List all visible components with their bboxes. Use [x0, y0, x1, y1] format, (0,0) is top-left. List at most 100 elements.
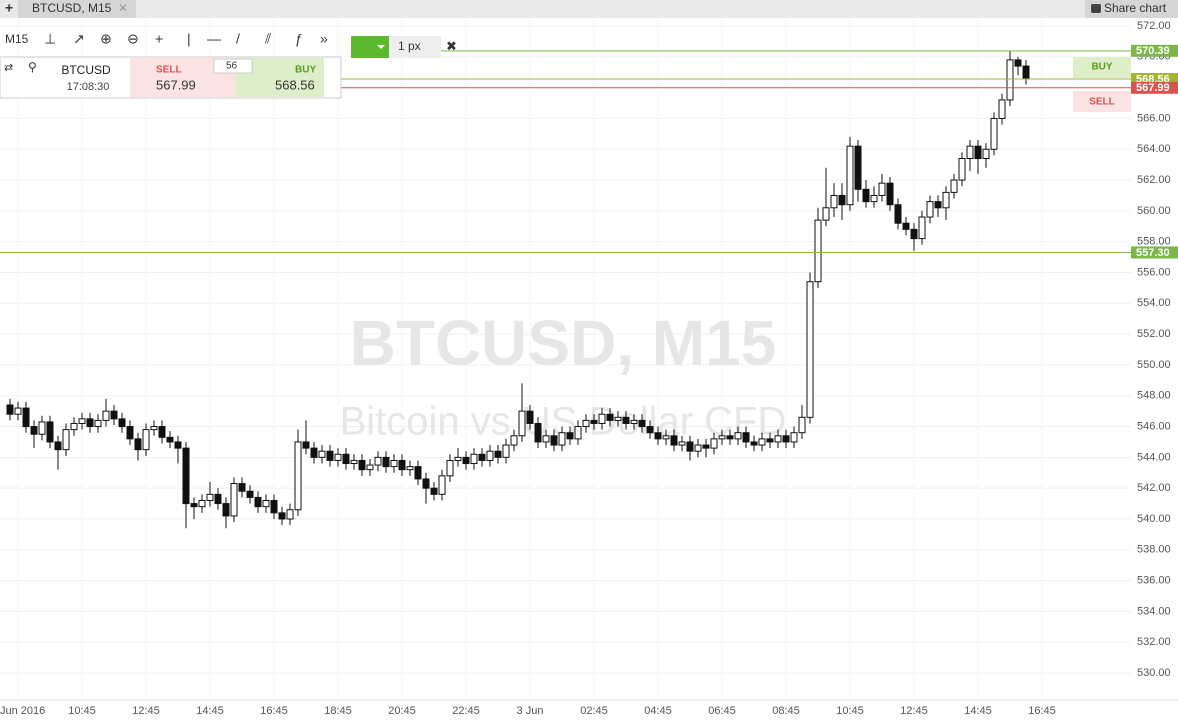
candle-body — [766, 438, 774, 443]
candle-body — [182, 447, 190, 505]
candle-body — [990, 117, 998, 150]
candle-body — [294, 441, 302, 511]
candle-body — [582, 419, 590, 428]
candle-body — [966, 145, 974, 159]
y-tick-label: 542.00 — [1137, 482, 1171, 494]
x-tick-label: 04:45 — [644, 705, 672, 717]
tool[interactable]: ƒ — [295, 31, 303, 47]
camera-icon — [1091, 4, 1101, 13]
candle-body — [710, 438, 718, 449]
x-tick-label: 18:45 — [324, 705, 352, 717]
sell-label: SELL — [156, 65, 182, 76]
tool[interactable]: ⊕ — [100, 31, 112, 47]
candle-body — [446, 459, 454, 477]
candle-body — [518, 410, 526, 437]
quick-sell-label: SELL — [1089, 97, 1115, 108]
tool[interactable]: — — [207, 31, 221, 47]
x-tick-label: 02:45 — [580, 705, 608, 717]
y-tick-label: 548.00 — [1137, 390, 1171, 402]
candle-body — [510, 435, 518, 446]
candle-body — [94, 419, 102, 428]
tab[interactable] — [18, 0, 136, 18]
candle-body — [942, 191, 950, 209]
candle-body — [334, 453, 342, 461]
candle-body — [870, 194, 878, 203]
tool[interactable]: / — [236, 31, 240, 47]
candle-body — [502, 444, 510, 458]
candle-body — [894, 204, 902, 224]
background-layer: 530.00 532.00 534.00 536.00 538.00 540.00 542.… — [0, 18, 1178, 717]
spread-box[interactable] — [213, 58, 253, 74]
width-label: 1 px — [398, 39, 421, 53]
candle-body — [398, 459, 406, 471]
candle-body — [158, 426, 166, 438]
candle-body — [494, 450, 502, 458]
x-tick-label: 10:45 — [836, 705, 864, 717]
candle-body — [238, 483, 246, 492]
tool[interactable]: | — [187, 31, 191, 47]
candle-body — [190, 503, 198, 508]
quick-sell[interactable] — [1073, 91, 1131, 112]
candle-body — [278, 512, 286, 520]
close-tool[interactable]: ✖ — [446, 38, 457, 53]
candle-body — [430, 487, 438, 495]
candle-body — [702, 444, 710, 449]
tool[interactable]: ⊥ — [44, 31, 56, 47]
tool[interactable]: ⫽ — [264, 31, 272, 47]
color-button[interactable] — [351, 36, 389, 58]
toolbar: M15 ⊥ ↗ ⊕ ⊖ + | — / ⫽ ƒ » — [5, 31, 328, 47]
timeframe[interactable]: M15 — [5, 32, 29, 46]
candle-body — [438, 475, 446, 495]
share-button[interactable] — [1085, 0, 1178, 18]
candle-body — [830, 194, 838, 209]
candle-body — [358, 459, 366, 471]
y-tick-label: 546.00 — [1137, 420, 1171, 432]
candle-body — [230, 483, 238, 517]
candle-body — [614, 416, 622, 421]
candle-body — [758, 438, 766, 446]
spread: 56 — [226, 61, 238, 72]
candle-body — [318, 450, 326, 458]
candle-body — [150, 426, 158, 431]
candle-body — [462, 456, 470, 465]
candle-body — [254, 496, 262, 508]
candle-body — [566, 432, 574, 440]
candle-body — [678, 441, 686, 446]
add-tab[interactable]: + — [5, 0, 13, 16]
width-select[interactable] — [389, 36, 441, 58]
tool[interactable]: » — [320, 31, 328, 47]
candle-body — [166, 436, 174, 443]
candle-body — [750, 441, 758, 446]
candle-body — [886, 182, 894, 206]
quick-buy[interactable] — [1073, 57, 1131, 78]
candle-body — [326, 450, 334, 461]
panel-icon[interactable]: ⇄ — [4, 62, 13, 74]
candle-body — [798, 416, 806, 434]
candle-body — [934, 201, 942, 209]
candle-body — [382, 456, 390, 468]
tab-close[interactable]: ✕ — [118, 1, 128, 15]
level-label-box — [1131, 246, 1178, 259]
candle-body — [270, 499, 278, 514]
x-tick-label: 08:45 — [772, 705, 800, 717]
candle-body — [910, 228, 918, 240]
candle-body — [1006, 59, 1014, 101]
tool[interactable]: + — [155, 31, 163, 47]
y-tick-label: 566.00 — [1137, 112, 1171, 124]
candle-body — [126, 426, 134, 440]
tool[interactable]: ⊖ — [127, 31, 139, 47]
candle-body — [998, 99, 1006, 119]
candle-body — [542, 435, 550, 443]
x-tick-label: 06:45 — [708, 705, 736, 717]
y-tick-label: 556.00 — [1137, 266, 1171, 278]
y-tick-label: 550.00 — [1137, 359, 1171, 371]
tool[interactable]: ↗ — [73, 31, 85, 47]
candle-body — [118, 418, 126, 428]
search-icon[interactable]: ⚲ — [28, 60, 37, 74]
x-tick-label: 14:45 — [964, 705, 992, 717]
candle-body — [1014, 59, 1022, 67]
level-label: 557.30 — [1136, 247, 1170, 259]
x-tick-label: 16:45 — [260, 705, 288, 717]
candle-body — [838, 194, 846, 206]
candle-body — [782, 435, 790, 443]
